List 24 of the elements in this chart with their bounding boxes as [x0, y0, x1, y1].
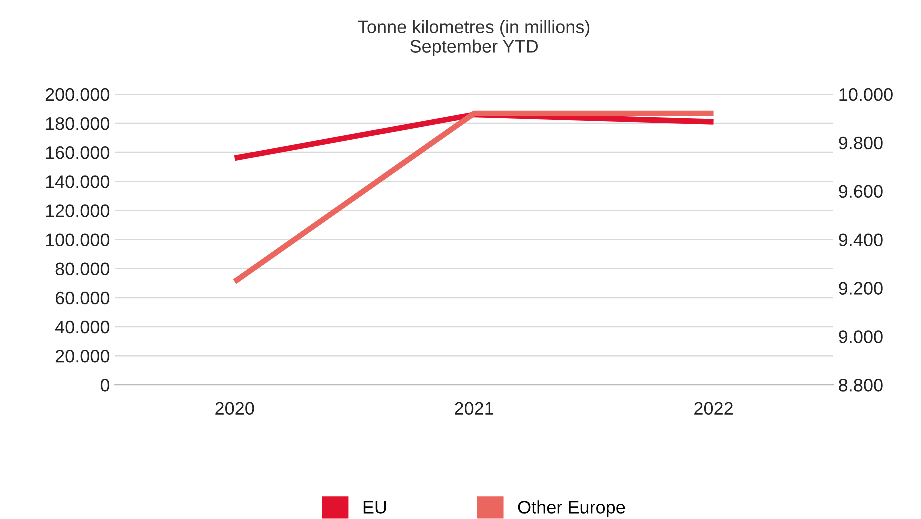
y2-tick-label: 9.800 [839, 136, 883, 150]
y-tick-label: 180.000 [46, 117, 110, 130]
y2-tick-label: 10.000 [840, 88, 893, 102]
y-tick-label: 100.000 [46, 234, 110, 246]
y-tick-label: 0 [100, 379, 110, 392]
chart-title: Tonne kilometres (in millions) September YTD [358, 20, 590, 57]
y-tick-label: 160.000 [46, 146, 110, 160]
y-tick-label: 120.000 [46, 204, 110, 218]
y2-tick-label: 8.800 [839, 379, 883, 392]
x-tick-label: 2022 [694, 402, 733, 416]
y-tick-label: 200.000 [46, 88, 110, 102]
y-tick-label: 140.000 [46, 176, 110, 188]
y2-tick-label: 9.600 [839, 185, 883, 198]
legend-label: EU [364, 501, 386, 514]
y2-tick-label: 9.400 [839, 234, 883, 246]
x-tick-label: 2020 [216, 402, 254, 416]
y2-tick-label: 9.200 [839, 282, 883, 295]
y-tick-label: 60.000 [56, 292, 110, 305]
y-tick-label: 80.000 [56, 262, 110, 276]
y2-tick-label: 9.000 [839, 330, 883, 344]
y-tick-label: 40.000 [55, 320, 110, 334]
y-tick-label: 20.000 [56, 350, 110, 363]
x-tick-label: 2021 [455, 402, 494, 416]
legend-label: Other Europe [518, 500, 626, 518]
